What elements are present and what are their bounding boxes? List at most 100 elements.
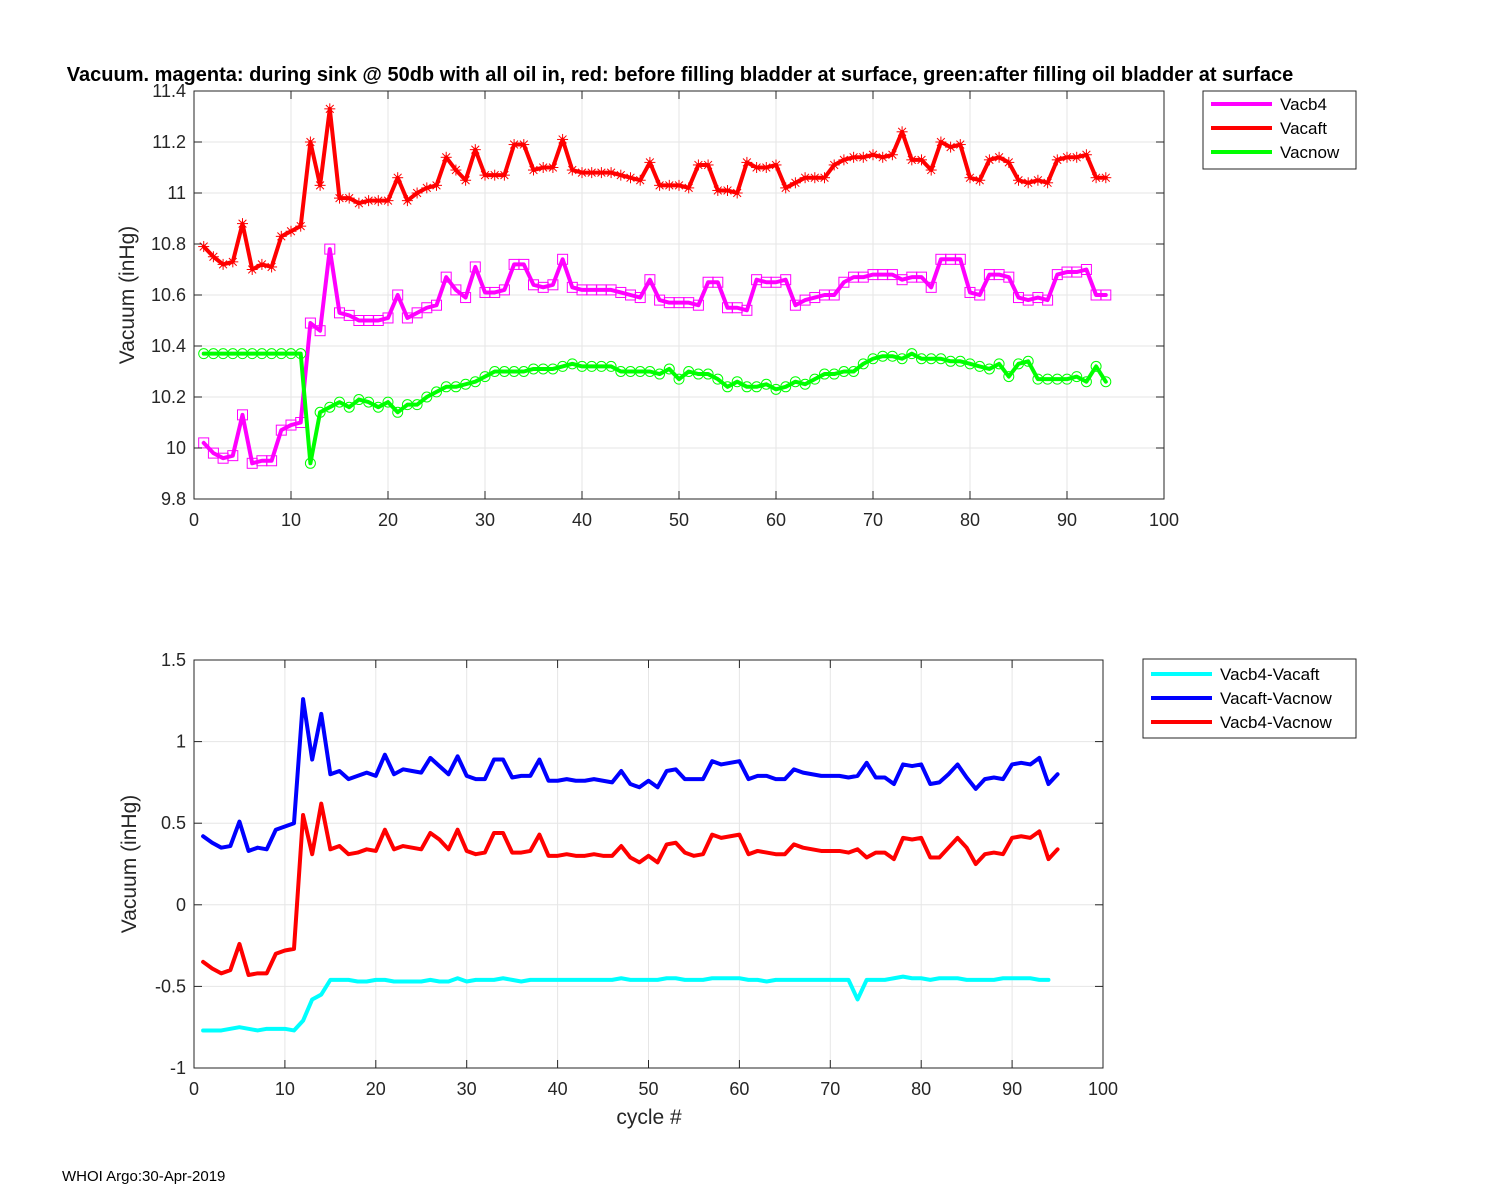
data-point-marker	[780, 381, 792, 393]
footer-timestamp: WHOI Argo:30-Apr-2019	[62, 1168, 226, 1185]
data-point-marker	[1100, 172, 1112, 184]
series-line-vacb4-vacaft	[201, 974, 1051, 1033]
top-x-ticks: 0 10 20 30 40 50 60 70 80 90 100	[189, 91, 1179, 530]
legend-label-vacaft-vacnow: Vacaft-Vacnow	[1220, 689, 1333, 708]
series-markers-vacb4	[198, 243, 1112, 469]
y-tick-label: 11.4	[152, 81, 186, 101]
data-point-marker	[372, 401, 384, 413]
data-point-marker	[595, 167, 607, 179]
data-point-marker	[295, 220, 307, 232]
data-point-marker	[1071, 151, 1083, 163]
y-tick-label: 10	[166, 438, 186, 458]
data-point-marker	[469, 261, 481, 273]
y-tick-label: 0	[176, 895, 186, 915]
series-line-vacaft-vacnow	[201, 697, 1060, 853]
data-point-marker	[304, 457, 316, 469]
top-chart: 0 10 20 30 40 50 60 70 80 90 100 9.8 10 10.2 10.4 10.6…	[116, 81, 1357, 530]
data-point-marker	[828, 159, 840, 171]
data-point-marker	[343, 401, 355, 413]
data-point-marker	[576, 167, 588, 179]
data-point-marker	[741, 156, 753, 168]
top-chart-title: Vacuum. magenta: during sink @ 50db with…	[67, 64, 1293, 86]
data-point-marker	[974, 289, 986, 301]
data-point-marker	[663, 179, 675, 191]
data-point-marker	[1100, 376, 1112, 388]
data-point-marker	[256, 258, 268, 270]
data-point-marker	[314, 406, 326, 418]
data-point-marker	[916, 154, 927, 166]
y-tick-label: 10.6	[151, 285, 186, 305]
data-point-marker	[1071, 371, 1083, 383]
x-tick-label: 0	[189, 1079, 199, 1099]
data-point-marker	[440, 151, 452, 163]
y-tick-label: 10.2	[151, 387, 186, 407]
legend-label-vacb4-vacnow: Vacb4-Vacnow	[1220, 713, 1333, 732]
data-point-marker	[586, 167, 598, 179]
data-point-marker	[760, 378, 772, 390]
x-tick-label: 40	[572, 510, 592, 530]
data-point-marker	[285, 225, 297, 237]
data-point-marker	[605, 167, 617, 179]
x-tick-label: 80	[911, 1079, 931, 1099]
x-tick-label: 60	[766, 510, 786, 530]
top-series	[198, 103, 1112, 469]
data-point-marker	[557, 133, 569, 145]
data-point-marker	[673, 179, 685, 191]
data-point-marker	[498, 284, 510, 296]
data-point-marker	[295, 348, 307, 360]
data-point-marker	[557, 253, 569, 265]
data-point-marker	[702, 159, 714, 171]
data-point-marker	[993, 358, 1005, 370]
data-point-marker	[751, 162, 763, 173]
data-point-marker	[916, 271, 927, 283]
data-point-marker	[692, 159, 704, 171]
data-point-marker	[625, 172, 636, 184]
x-tick-label: 20	[378, 510, 398, 530]
data-point-marker	[363, 195, 375, 207]
x-tick-label: 80	[960, 510, 980, 530]
data-point-marker	[712, 276, 724, 288]
data-point-marker	[508, 139, 520, 151]
data-point-marker	[266, 455, 278, 467]
data-point-marker	[518, 258, 530, 270]
x-tick-label: 70	[863, 510, 883, 530]
data-point-marker	[731, 187, 743, 199]
data-point-marker	[275, 230, 287, 242]
data-point-marker	[945, 141, 957, 153]
data-point-marker	[431, 179, 442, 191]
data-point-marker	[906, 348, 918, 360]
data-point-marker	[1022, 177, 1034, 189]
top-legend: Vacb4 Vacaft Vacnow	[1202, 90, 1357, 170]
data-point-marker	[304, 136, 316, 148]
data-point-marker	[799, 172, 811, 184]
x-tick-label: 10	[281, 510, 301, 530]
data-point-marker	[334, 192, 345, 204]
data-point-marker	[353, 197, 365, 209]
data-point-marker	[421, 391, 433, 403]
data-point-marker	[857, 358, 869, 370]
legend-label-vacnow: Vacnow	[1280, 143, 1340, 162]
data-point-marker	[266, 261, 278, 273]
data-point-marker	[993, 151, 1005, 163]
data-point-marker	[692, 299, 704, 311]
y-tick-label: 1	[176, 732, 186, 752]
x-tick-label: 60	[729, 1079, 749, 1099]
data-point-marker	[1022, 355, 1034, 367]
data-point-marker	[382, 195, 394, 207]
data-point-marker	[547, 279, 559, 291]
data-point-marker	[460, 292, 472, 304]
data-point-marker	[324, 401, 336, 413]
data-point-marker	[518, 139, 530, 151]
bottom-x-axis-label: cycle #	[616, 1106, 682, 1129]
x-tick-label: 100	[1149, 510, 1179, 530]
data-point-marker	[896, 353, 908, 365]
data-point-marker	[547, 162, 559, 173]
data-point-marker	[372, 195, 384, 207]
data-point-marker	[450, 164, 462, 176]
data-point-marker	[450, 284, 462, 296]
data-point-marker	[431, 386, 442, 398]
data-point-marker	[469, 144, 481, 156]
data-point-marker	[848, 366, 860, 377]
y-tick-label: 9.8	[161, 489, 186, 509]
